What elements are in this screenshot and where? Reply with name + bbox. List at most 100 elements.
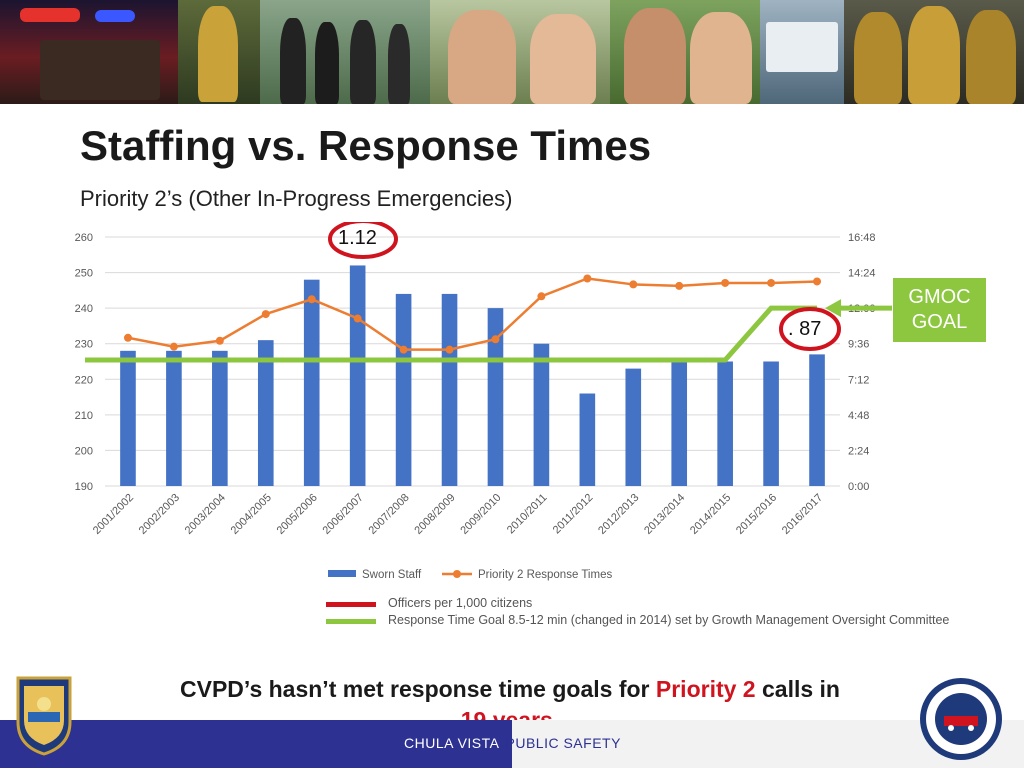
x-category-label: 2016/2017	[780, 492, 825, 537]
x-category-label: 2003/2004	[183, 492, 228, 537]
police-badge-logo	[16, 676, 72, 756]
point-response-time	[537, 292, 546, 301]
callout-ring-low	[779, 307, 841, 351]
key-green-label: Response Time Goal 8.5-12 min (changed i…	[388, 613, 950, 627]
bar-sworn-staff	[809, 354, 825, 486]
legend-label-sworn-staff: Sworn Staff	[362, 569, 422, 581]
point-response-time	[307, 295, 316, 304]
y-left-tick-label: 210	[75, 410, 93, 422]
x-category-label: 2011/2012	[551, 492, 596, 537]
bar-sworn-staff	[441, 293, 458, 486]
point-response-time	[583, 274, 592, 283]
slide-title: Staffing vs. Response Times	[80, 122, 652, 169]
bar-sworn-staff	[349, 265, 366, 486]
slide-subtitle: Priority 2’s (Other In-Progress Emergenc…	[80, 186, 513, 211]
y-left-tick-label: 260	[75, 232, 93, 244]
point-response-time	[629, 280, 638, 289]
y-left-tick-label: 230	[75, 339, 93, 351]
y-left-tick-label: 200	[75, 445, 93, 457]
y-left-tick-label: 220	[75, 374, 93, 386]
photo-firefighters	[844, 0, 1024, 104]
legend-label-response-times: Priority 2 Response Times	[478, 569, 612, 581]
bar-sworn-staff	[257, 340, 274, 486]
bar-sworn-staff	[120, 350, 136, 486]
headline-highlight1: Priority 2	[655, 676, 756, 702]
x-category-label: 2001/2002	[91, 492, 136, 537]
y-left-tick-label: 250	[75, 268, 93, 280]
point-response-time	[215, 336, 224, 345]
goal-arrow-head	[825, 299, 842, 318]
y-left-tick-label: 240	[75, 303, 93, 315]
bar-sworn-staff	[487, 308, 504, 486]
point-response-time	[261, 310, 270, 319]
y-right-tick-label: 4:48	[848, 410, 869, 422]
staffing-response-chart: 190 200 210 220 230 240 250 260 0:00 2:24 4:48 7:12…	[75, 222, 892, 581]
x-category-label: 2013/2014	[642, 492, 687, 537]
x-category-label: 2002/2003	[137, 492, 182, 537]
goal-line	[85, 305, 818, 363]
footer-left-text: CHULA VISTA	[404, 735, 500, 751]
bar-sworn-staff	[763, 361, 779, 486]
y-right-tick-label: 2:24	[848, 445, 869, 457]
line-response-times	[127, 277, 818, 351]
x-category-label: 2007/2008	[366, 492, 411, 537]
point-response-time	[813, 277, 822, 286]
y-right-tick-label: 9:36	[848, 339, 869, 351]
point-response-time	[123, 333, 132, 342]
y-right-tick-label: 7:12	[848, 374, 869, 386]
photo-children	[430, 0, 610, 104]
photo-firefighter	[178, 0, 260, 104]
bar-sworn-staff	[579, 393, 596, 486]
headline-part2: calls in	[755, 676, 840, 702]
x-category-label: 2010/2011	[505, 492, 550, 537]
bar-sworn-staff	[212, 350, 228, 486]
bar-sworn-staff	[625, 368, 642, 486]
bar-sworn-staff	[533, 343, 550, 486]
footer-left-band	[0, 720, 512, 768]
gmoc-line2: GOAL	[911, 311, 968, 333]
point-response-time	[353, 314, 362, 323]
legend-swatch-sworn-staff	[328, 570, 356, 577]
photo-boys	[610, 0, 760, 104]
bar-sworn-staff	[166, 350, 182, 486]
x-category-label: 2004/2005	[229, 492, 274, 537]
bar-sworn-staff	[303, 279, 320, 486]
fire-department-logo	[920, 678, 1002, 760]
callout-high-ratio: 1.12	[338, 227, 377, 249]
gmoc-line1: GMOC	[908, 286, 971, 308]
photo-police-sign	[760, 0, 844, 104]
x-category-label: 2012/2013	[596, 492, 641, 537]
point-response-time	[721, 278, 730, 287]
point-response-time	[767, 278, 776, 287]
header-photo-banner	[0, 0, 1024, 104]
headline-part1: CVPD’s hasn’t met response time goals fo…	[180, 676, 656, 702]
x-category-label: 2009/2010	[458, 492, 503, 537]
photo-police-officers	[260, 0, 430, 104]
y-right-tick-label: 14:24	[848, 268, 876, 280]
y-right-tick-label: 16:48	[848, 232, 876, 244]
point-response-time	[445, 345, 454, 354]
x-category-label: 2014/2015	[688, 492, 733, 537]
legend-swatch-response-point	[453, 570, 461, 578]
x-category-label: 2015/2016	[734, 492, 779, 537]
y-right-tick-label: 0:00	[848, 481, 869, 493]
point-response-time	[675, 281, 684, 290]
point-response-time	[169, 342, 178, 351]
bar-sworn-staff	[717, 361, 733, 486]
callout-ring-high	[328, 222, 398, 259]
footer-text: CHULA VISTA PUBLIC SAFETY	[404, 735, 621, 751]
x-category-label: 2005/2006	[275, 492, 320, 537]
photo-fire-engine	[0, 0, 178, 104]
x-category-label: 2006/2007	[321, 492, 366, 537]
bar-sworn-staff	[395, 293, 412, 486]
gmoc-goal-badge: GMOC GOAL	[893, 278, 986, 342]
y-left-tick-label: 190	[75, 481, 93, 493]
bar-sworn-staff	[671, 361, 688, 486]
point-response-time	[491, 335, 500, 344]
footer-right-text: PUBLIC SAFETY	[505, 735, 621, 751]
callout-low-ratio: . 87	[788, 318, 822, 340]
point-response-time	[399, 345, 408, 354]
key-red-line	[326, 602, 376, 607]
key-green-line	[326, 619, 376, 624]
key-red-label: Officers per 1,000 citizens	[388, 596, 533, 610]
